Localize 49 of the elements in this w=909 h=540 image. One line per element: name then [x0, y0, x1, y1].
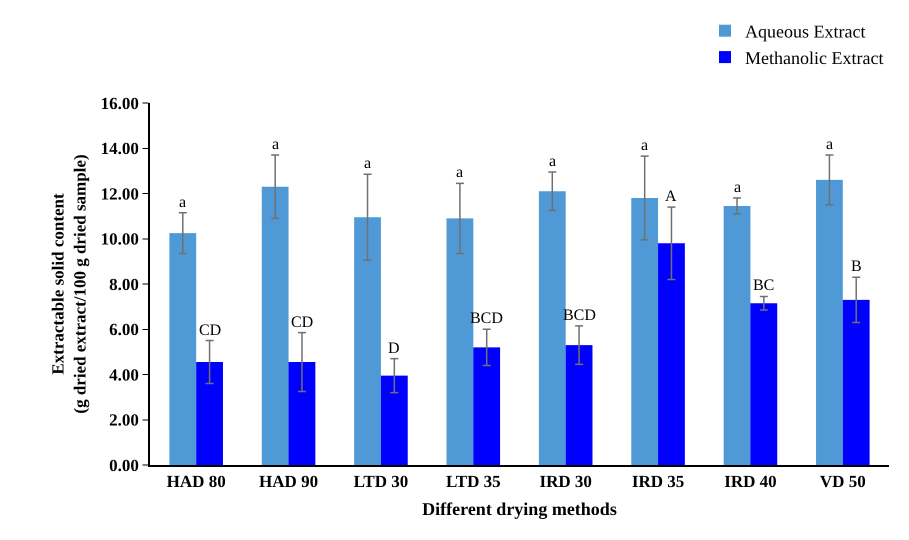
annotation: BC: [753, 277, 774, 294]
x-tick-label: IRD 35: [632, 472, 684, 492]
bar: [473, 347, 500, 465]
bar: [724, 206, 750, 465]
bar: [169, 233, 196, 465]
x-tick-label: VD 50: [820, 472, 866, 492]
annotation: a: [272, 136, 280, 153]
annotation: CD: [291, 314, 314, 331]
bar: [658, 243, 685, 465]
bar: [566, 345, 592, 465]
y-tick-label: 16.00: [100, 94, 139, 113]
annotation: a: [826, 136, 834, 153]
annotation: B: [851, 258, 862, 275]
y-axis-title: Extractable solid content (g dried extract/100 g dried sample): [48, 154, 90, 414]
y-tick-label: 14.00: [100, 139, 139, 158]
annotation: A: [665, 188, 677, 205]
legend-label: Aqueous Extract: [745, 22, 866, 42]
annotation: a: [549, 153, 556, 170]
x-tick-label: HAD 90: [259, 472, 318, 492]
x-tick-label: LTD 30: [354, 472, 408, 492]
bar: [631, 198, 658, 465]
bar: [842, 300, 870, 465]
y-tick-label: 8.00: [109, 274, 139, 294]
y-tick-label: 2.00: [109, 410, 139, 430]
bar: [816, 180, 843, 465]
annotation: a: [179, 194, 186, 211]
bar: [288, 362, 316, 465]
x-axis-title: Different drying methods: [422, 498, 617, 519]
annotation: D: [388, 340, 400, 357]
legend-label: Methanolic Extract: [745, 48, 884, 68]
annotation: CD: [199, 322, 222, 339]
annotation: a: [734, 179, 742, 196]
y-tick-label: 6.00: [109, 320, 139, 340]
y-tick-label: 0.00: [109, 456, 139, 475]
annotation: a: [456, 164, 464, 181]
annotation: a: [641, 137, 648, 154]
bar: [380, 376, 408, 465]
x-tick-label: IRD 40: [724, 472, 777, 492]
y-tick-label: 12.00: [100, 184, 139, 204]
x-tick-label: LTD 35: [446, 472, 501, 492]
bar: [354, 217, 381, 465]
x-tick-label: IRD 30: [539, 472, 592, 492]
bar: [262, 186, 289, 465]
bar: [196, 362, 223, 465]
y-tick-label: 10.00: [100, 230, 139, 249]
annotation: a: [364, 155, 372, 172]
bar: [750, 303, 778, 465]
y-tick-label: 4.00: [109, 365, 139, 384]
x-tick-label: HAD 80: [166, 472, 226, 492]
